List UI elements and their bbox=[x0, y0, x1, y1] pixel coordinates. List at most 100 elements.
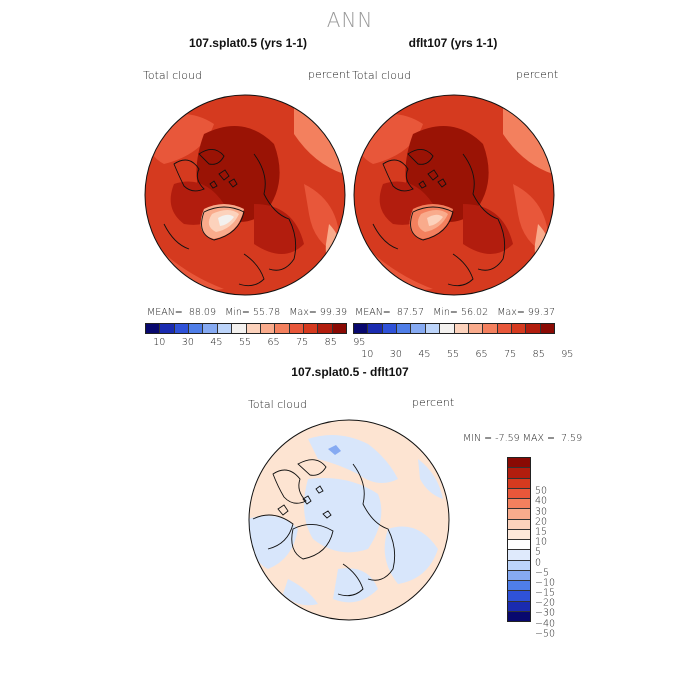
diff-colorbar bbox=[507, 457, 531, 622]
panel-2-colorbar-labels: 10 30 45 55 65 75 85 95 bbox=[353, 349, 573, 361]
colorbar-swatch bbox=[318, 324, 333, 333]
colorbar-tick-label: 55 bbox=[238, 337, 252, 348]
colorbar-swatch bbox=[526, 324, 541, 333]
panel-1-variable-label: Total cloud bbox=[143, 69, 202, 82]
diff-colorbar-swatch bbox=[508, 509, 530, 520]
diff-colorbar-swatch bbox=[508, 529, 530, 540]
colorbar-swatch bbox=[189, 324, 204, 333]
diff-colorbar-tick-label: 0 bbox=[535, 557, 542, 568]
colorbar-tick-label: 75 bbox=[504, 349, 517, 360]
colorbar-tick-label: 30 bbox=[389, 349, 402, 360]
colorbar-swatch bbox=[217, 324, 233, 333]
diff-colorbar-swatch bbox=[508, 519, 530, 530]
panel-1-colorbar bbox=[145, 323, 347, 334]
diff-colorbar-tick-label: 5 bbox=[535, 546, 542, 558]
diff-colorbar-tick-label: 40 bbox=[535, 495, 548, 507]
diff-colorbar-tick-label: −40 bbox=[535, 618, 556, 630]
diff-colorbar-swatch bbox=[508, 468, 530, 479]
colorbar-swatch bbox=[275, 324, 290, 333]
panel-2-variable-label: Total cloud bbox=[352, 69, 411, 82]
colorbar-tick-label: 10 bbox=[153, 337, 166, 348]
diff-colorbar-swatch bbox=[508, 550, 530, 561]
panel-1-min-label: Min= bbox=[225, 307, 250, 318]
panel-1-colorbar-labels: 10 30 45 55 65 75 85 95 bbox=[145, 337, 365, 349]
panel-2-colorbar bbox=[353, 323, 555, 334]
panel-1-min-value: 55.78 bbox=[252, 307, 281, 318]
panel-1-max-label: Max= bbox=[289, 307, 317, 318]
colorbar-swatch bbox=[497, 324, 512, 333]
colorbar-swatch bbox=[146, 324, 161, 333]
colorbar-swatch bbox=[425, 324, 441, 333]
diff-colorbar-tick-label: 50 bbox=[535, 485, 548, 497]
colorbar-tick-label: 95 bbox=[561, 349, 574, 360]
panel-1-title: 107.splat0.5 (yrs 1-1) bbox=[188, 36, 308, 50]
panel-1-max-value: 99.39 bbox=[319, 307, 348, 318]
diff-colorbar-swatch bbox=[508, 478, 530, 489]
colorbar-tick-label: 95 bbox=[353, 337, 366, 348]
colorbar-swatch bbox=[468, 324, 484, 333]
colorbar-swatch bbox=[411, 324, 426, 333]
colorbar-tick-label: 45 bbox=[210, 337, 223, 348]
colorbar-swatch bbox=[483, 324, 498, 333]
panel-1-polar-map bbox=[144, 94, 346, 296]
diff-colorbar-tick-label: −50 bbox=[535, 628, 556, 640]
diff-colorbar-tick-label: −30 bbox=[535, 607, 556, 619]
colorbar-swatch bbox=[303, 324, 319, 333]
diff-panel-stats: MIN = -7.59 MAX = 7.59 bbox=[463, 433, 582, 444]
panel-2-mean-value: 87.57 bbox=[396, 307, 425, 318]
diff-colorbar-tick-label: 20 bbox=[535, 516, 548, 528]
panel-1-units-label: percent bbox=[308, 68, 351, 81]
colorbar-swatch bbox=[511, 324, 527, 333]
colorbar-tick-label: 55 bbox=[446, 349, 460, 360]
colorbar-tick-label: 30 bbox=[181, 337, 194, 348]
diff-colorbar-tick-label: −15 bbox=[535, 587, 556, 599]
diff-colorbar-swatch bbox=[508, 540, 530, 551]
diff-max-label: MAX = bbox=[522, 433, 555, 444]
diff-colorbar-swatch bbox=[508, 591, 530, 602]
panel-2-title: dflt107 (yrs 1-1) bbox=[408, 36, 498, 50]
colorbar-tick-label: 65 bbox=[267, 337, 280, 348]
colorbar-tick-label: 85 bbox=[532, 349, 545, 360]
diff-colorbar-swatch bbox=[508, 601, 530, 612]
diff-min-label: MIN = bbox=[463, 433, 493, 444]
colorbar-swatch bbox=[160, 324, 175, 333]
colorbar-swatch bbox=[289, 324, 304, 333]
colorbar-tick-label: 45 bbox=[418, 349, 431, 360]
panel-1-mean-value: 88.09 bbox=[188, 307, 217, 318]
colorbar-tick-label: 75 bbox=[296, 337, 309, 348]
panel-2-stats: MEAN= 87.57 Min= 56.02 Max= 99.37 bbox=[355, 307, 555, 318]
colorbar-swatch bbox=[440, 324, 455, 333]
colorbar-swatch bbox=[540, 324, 555, 333]
panel-2-min-label: Min= bbox=[433, 307, 458, 318]
panel-2-polar-map bbox=[353, 94, 555, 296]
colorbar-swatch bbox=[454, 324, 469, 333]
colorbar-swatch bbox=[260, 324, 276, 333]
colorbar-swatch bbox=[232, 324, 247, 333]
diff-colorbar-swatch bbox=[508, 611, 530, 621]
diff-panel-variable-label: Total cloud bbox=[248, 398, 307, 411]
figure-title: ANN bbox=[326, 8, 374, 32]
panel-2-units-label: percent bbox=[516, 68, 559, 81]
panel-1-mean-label: MEAN= bbox=[147, 307, 183, 318]
diff-colorbar-swatch bbox=[508, 499, 530, 510]
diff-colorbar-labels: 50 40 30 20 15 10 5 0 −5 −10 −15 −20 −30 −40 −50 bbox=[535, 481, 575, 644]
diff-panel-title: 107.splat0.5 - dflt107 bbox=[291, 365, 409, 379]
diff-colorbar-swatch bbox=[508, 560, 530, 571]
diff-colorbar-swatch bbox=[508, 570, 530, 581]
diff-colorbar-tick-label: −5 bbox=[535, 567, 550, 579]
colorbar-swatch bbox=[203, 324, 218, 333]
diff-colorbar-tick-label: 30 bbox=[535, 506, 548, 518]
colorbar-tick-label: 65 bbox=[475, 349, 488, 360]
diff-colorbar-swatch bbox=[508, 581, 530, 592]
diff-panel-polar-map bbox=[248, 419, 450, 621]
colorbar-swatch bbox=[382, 324, 398, 333]
colorbar-swatch bbox=[246, 324, 261, 333]
panel-2-min-value: 56.02 bbox=[460, 307, 489, 318]
diff-colorbar-tick-label: −20 bbox=[535, 597, 556, 609]
diff-colorbar-tick-label: 10 bbox=[535, 536, 548, 548]
diff-panel-units-label: percent bbox=[412, 396, 455, 409]
colorbar-swatch bbox=[354, 324, 369, 333]
colorbar-swatch bbox=[174, 324, 190, 333]
diff-colorbar-tick-label: 15 bbox=[535, 526, 548, 538]
diff-colorbar-swatch bbox=[508, 458, 530, 469]
